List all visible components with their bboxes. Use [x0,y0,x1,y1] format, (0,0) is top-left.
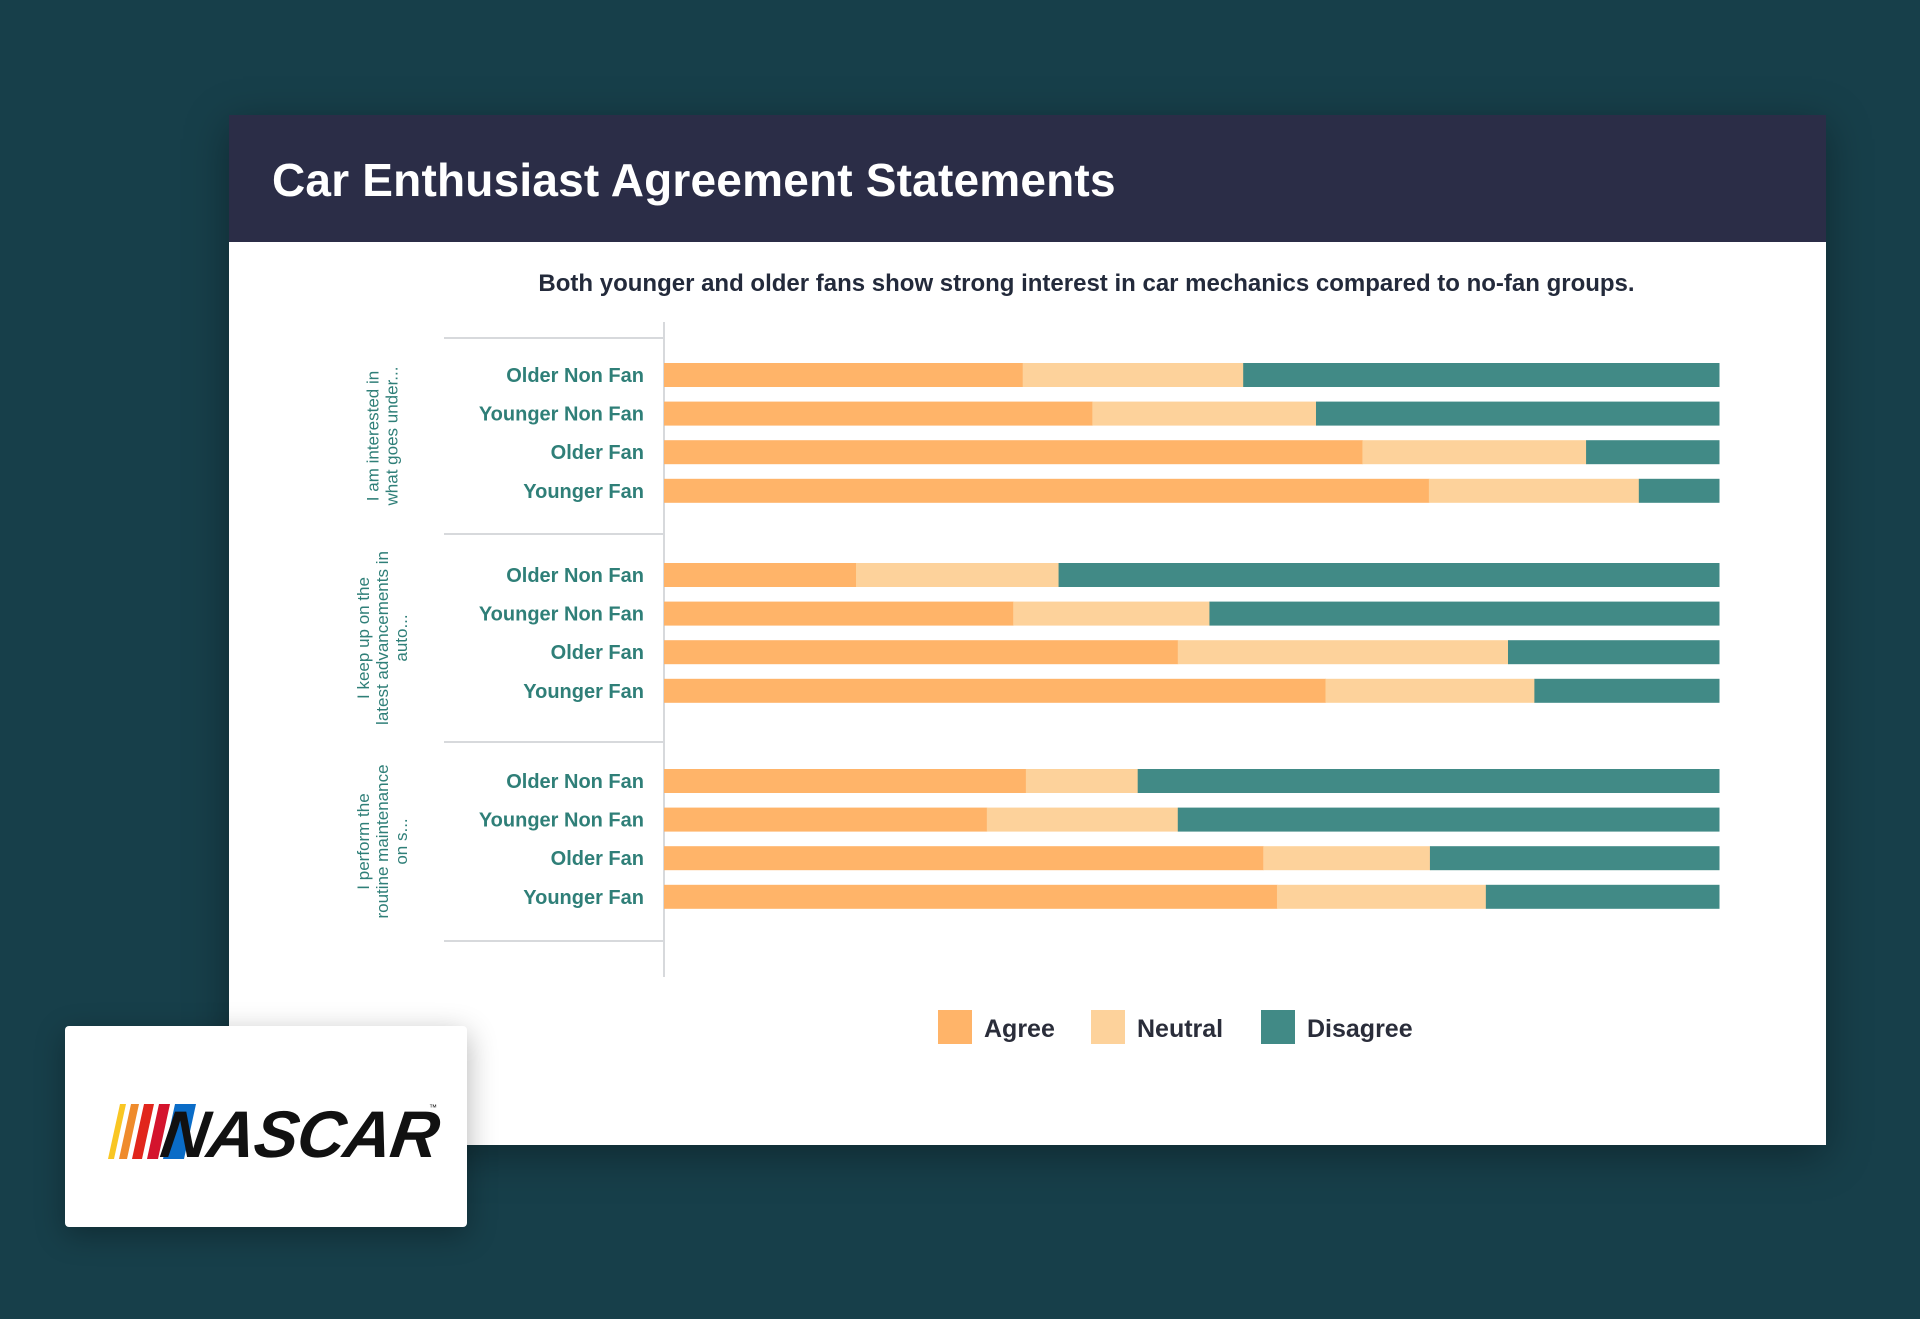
bar-segment-agree [664,769,1027,793]
bar-segment-neutral [986,807,1179,832]
legend-swatch-neutral [1091,1010,1125,1044]
bar-segment-neutral [1362,440,1587,465]
logo-stripe [119,1104,139,1159]
bar-segment-agree [664,807,988,832]
nascar-logo: NASCAR ™ [108,1098,444,1172]
category-label: Older Non Fan [506,365,644,387]
bar-segment-disagree [1429,846,1720,871]
legend-swatch-agree [938,1010,972,1044]
category-label: Older Fan [551,442,644,464]
logo-stripes [108,1104,196,1159]
logo-stripe [147,1104,170,1159]
logo-stripe [163,1104,196,1159]
bar-segment-agree [664,884,1278,909]
category-label: Younger Non Fan [479,404,644,426]
bar-segment-disagree [1058,563,1720,587]
bar-segment-disagree [1586,440,1720,465]
bar-segment-disagree [1177,807,1720,832]
bar-segment-neutral [1428,478,1640,503]
bar-segment-neutral [1177,640,1509,665]
bar-segment-neutral [1092,401,1317,426]
bar-segment-neutral [1276,884,1487,909]
group-label: I am interested inwhat goes under... [364,367,402,507]
bar-segment-agree [664,563,857,587]
bar-segment-disagree [1137,769,1720,793]
category-label: Older Non Fan [506,771,644,793]
bar-segment-disagree [1508,640,1720,665]
bar-segment-agree [664,640,1179,665]
category-label: Older Fan [551,848,644,870]
group-label: I perform theroutine maintenanceon s... [354,764,411,918]
bar-segment-disagree [1243,363,1720,387]
logo-stripe [132,1104,154,1159]
bar-segment-agree [664,440,1363,465]
category-label: Younger Fan [523,887,644,909]
logo-wordmark: NASCAR [156,1098,444,1172]
bar-segment-neutral [1025,769,1139,793]
trademark-mark: ™ [429,1103,437,1112]
card-header: Car Enthusiast Agreement Statements [229,115,1826,242]
category-label: Older Non Fan [506,565,644,587]
bar-segment-disagree [1315,401,1720,426]
chart-card: Car Enthusiast Agreement Statements Both… [229,115,1826,1145]
logo-card: NASCAR ™ [65,1026,467,1227]
bar-segment-agree [664,363,1024,387]
category-label: Older Fan [551,642,644,664]
legend-label-neutral: Neutral [1137,1015,1223,1043]
chart-subtitle: Both younger and older fans show strong … [538,270,1635,297]
legend-swatch-disagree [1261,1010,1295,1044]
category-label: Younger Fan [523,681,644,703]
bar-segment-agree [664,678,1326,703]
bar-segment-neutral [1022,363,1244,387]
bar-segment-agree [664,401,1093,426]
category-label: Younger Non Fan [479,810,644,832]
legend-label-agree: Agree [984,1015,1055,1043]
category-label: Younger Fan [523,481,644,503]
bar-segment-disagree [1209,601,1720,626]
bar-segment-neutral [1263,846,1431,871]
bar-segment-neutral [1325,678,1535,703]
bar-segment-neutral [1013,601,1210,626]
stacked-bar-chart: I am interested inwhat goes under... Olde… [354,322,1720,1044]
bar-segment-neutral [856,563,1060,587]
bar-segment-agree [664,846,1264,871]
group-label: I keep up on thelatest advancements inau… [354,551,411,725]
bar-segment-disagree [1485,884,1720,909]
chart-title: Car Enthusiast Agreement Statements [272,154,1116,206]
logo-stripe [108,1104,126,1159]
bar-segment-agree [664,601,1014,626]
category-label: Younger Non Fan [479,604,644,626]
bar-segment-disagree [1534,678,1720,703]
bar-segment-disagree [1638,478,1720,503]
bar-segment-agree [664,478,1430,503]
legend-label-disagree: Disagree [1307,1015,1413,1043]
